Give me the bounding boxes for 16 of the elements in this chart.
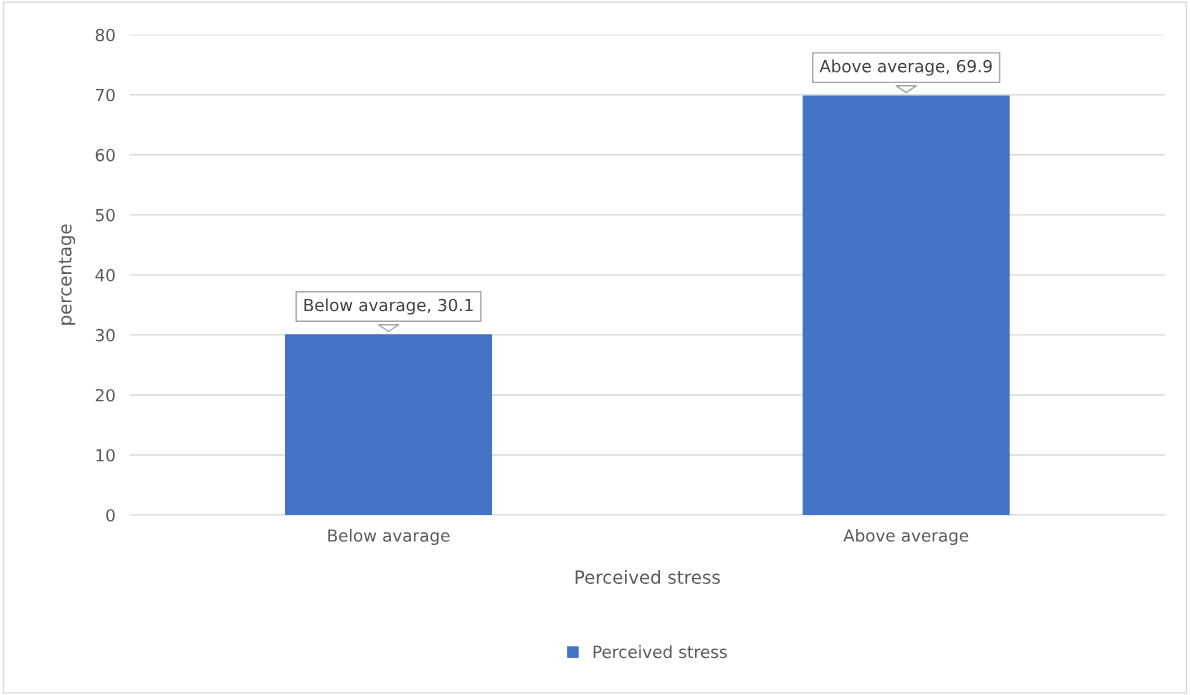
- data-label: Below avarage, 30.1: [304, 298, 473, 315]
- y-tick-label: 30: [95, 328, 115, 342]
- x-tick-label: Below avarage: [328, 528, 450, 546]
- y-axis-title: percentage: [58, 224, 76, 325]
- y-tick-label: 70: [95, 88, 115, 102]
- x-axis-title: Perceived stress: [575, 570, 720, 584]
- y-tick-label: 50: [95, 208, 115, 222]
- x-tick-label: Above average: [843, 528, 969, 546]
- y-tick-label: 0: [106, 508, 115, 522]
- y-tick-label: 40: [95, 268, 115, 282]
- y-tick-label: 20: [95, 388, 115, 402]
- data-label: Above average, 69.9: [819, 59, 992, 76]
- y-tick-label: 80: [95, 28, 115, 42]
- y-tick-label: 10: [96, 448, 115, 462]
- y-tick-label: 60: [95, 148, 115, 162]
- legend-label: Perceived stress: [593, 645, 727, 659]
